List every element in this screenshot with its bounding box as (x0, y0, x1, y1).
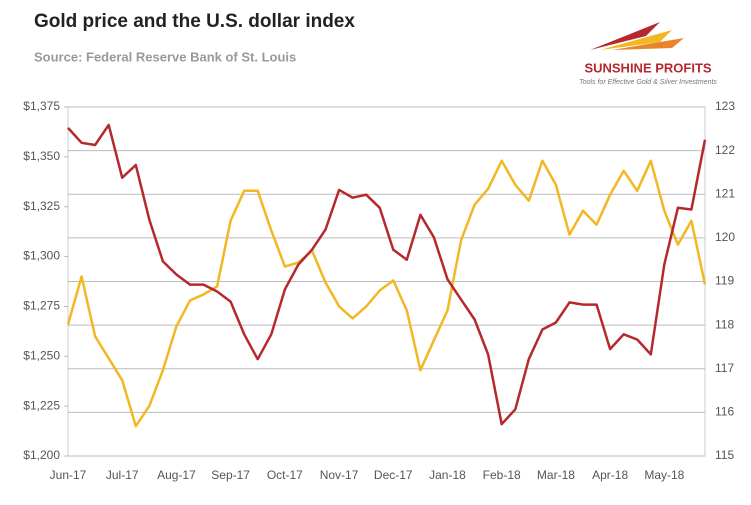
y-tick-label: $1,300 (23, 249, 60, 263)
series-line (66, 159, 707, 428)
y-tick-label: $1,275 (23, 299, 60, 313)
logo-tagline: Tools for Effective Gold & Silver Invest… (579, 79, 717, 86)
x-tick-label: Feb-18 (483, 468, 521, 482)
y2-tick-label: 115 (715, 448, 734, 462)
y2-tick-label: 117 (715, 361, 734, 375)
y2-tick-label: 116 (715, 405, 734, 419)
y-tick-label: $1,200 (23, 448, 60, 462)
x-tick-label: May-18 (644, 468, 684, 482)
chart-title: Gold price and the U.S. dollar index (34, 11, 355, 32)
x-tick-label: Mar-18 (537, 468, 575, 482)
logo-ray (612, 38, 684, 50)
chart-subtitle: Source: Federal Reserve Bank of St. Loui… (34, 49, 296, 64)
y-tick-label: $1,375 (23, 99, 60, 113)
logo-ray (600, 30, 672, 50)
y-tick-label: $1,325 (23, 199, 60, 213)
x-tick-label: Sep-17 (211, 468, 250, 482)
y2-tick-label: 119 (715, 274, 734, 288)
logo-title: SUNSHINE PROFITS (584, 60, 711, 75)
y-tick-label: $1,350 (23, 149, 60, 163)
x-tick-label: Jan-18 (429, 468, 466, 482)
x-tick-label: Aug-17 (157, 468, 196, 482)
x-tick-label: Oct-17 (267, 468, 303, 482)
y-tick-label: $1,225 (23, 398, 60, 412)
x-tick-label: Nov-17 (320, 468, 359, 482)
y2-tick-label: 121 (715, 186, 735, 200)
x-tick-label: Apr-18 (592, 468, 628, 482)
y2-tick-label: 123 (715, 99, 735, 113)
logo-ray (590, 22, 660, 50)
x-tick-label: Jul-17 (106, 468, 139, 482)
x-tick-label: Jun-17 (50, 468, 87, 482)
series-line (67, 123, 707, 426)
y-tick-label: $1,250 (23, 348, 60, 362)
logo: SUNSHINE PROFITS Tools for Effective Gol… (579, 22, 717, 86)
x-tick-label: Dec-17 (374, 468, 413, 482)
y2-tick-label: 122 (715, 143, 735, 157)
y2-tick-label: 120 (715, 230, 735, 244)
y2-tick-label: 118 (715, 317, 734, 331)
